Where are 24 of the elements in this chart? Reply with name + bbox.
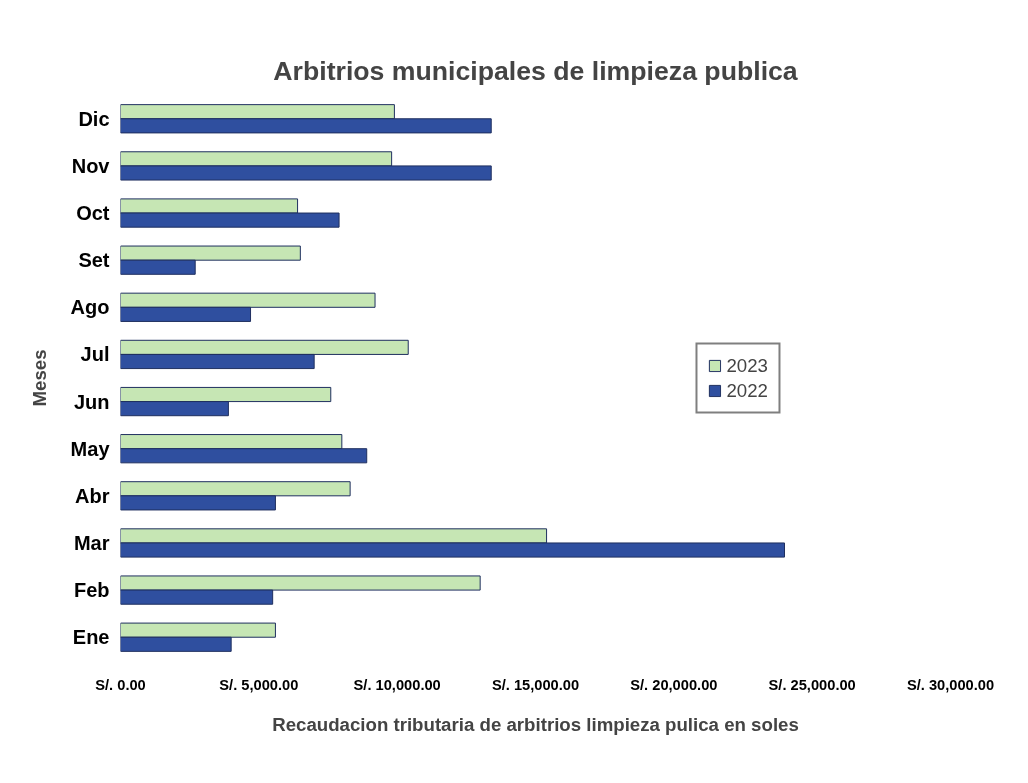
y-tick-label: Set [78,249,110,272]
y-axis-title: Meses [28,349,50,407]
y-tick-label: Ago [70,296,110,319]
chart-title: Arbitrios municipales de limpieza publica [273,55,798,86]
y-tick-label: Jul [80,343,110,366]
y-tick-label: Oct [76,202,110,225]
x-axis-title: Recaudacion tributaria de arbitrios limpieza pulica en soles [272,713,799,735]
x-tick-label: S/. 25,000.00 [768,676,856,693]
legend-label: 2023 [726,354,768,376]
y-tick-label: Nov [71,154,111,177]
y-tick-label: Dic [78,107,110,130]
y-tick-label: Jun [73,390,110,413]
y-tick-label: Ene [72,626,110,649]
y-tick-label: Mar [73,531,110,554]
y-tick-label: Abr [75,484,110,507]
x-tick-label: S/. 10,000.00 [353,676,441,693]
y-tick-label: Feb [73,579,110,602]
x-tick-label: S/. 0.00 [95,676,146,693]
y-tick-label: May [70,437,111,460]
x-tick-label: S/. 15,000.00 [491,676,580,693]
legend-label: 2022 [726,379,768,401]
x-tick-label: S/. 5,000.00 [219,676,299,693]
x-tick-label: S/. 30,000.00 [906,676,995,693]
x-tick-label: S/. 20,000.00 [630,676,718,693]
